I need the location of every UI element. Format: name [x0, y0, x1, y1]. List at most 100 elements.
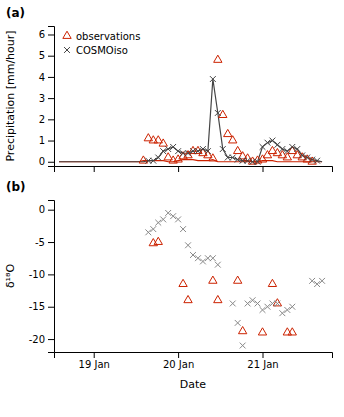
legend: observationsCOSMOiso — [63, 31, 141, 56]
x-tick-mark — [178, 166, 179, 172]
data-point — [258, 155, 266, 162]
data-point — [274, 301, 280, 307]
data-point — [210, 255, 216, 261]
data-point — [195, 148, 201, 154]
y-axis: 0 -5 -10 -15 -20 — [29, 201, 55, 353]
data-point — [200, 146, 206, 152]
y-axis-line — [48, 27, 55, 167]
data-point — [245, 158, 251, 164]
chart-svg: 0123456observationsCOSMOiso(a)Precipitat… — [0, 0, 344, 417]
data-point — [154, 237, 162, 244]
data-point — [265, 304, 271, 310]
data-point — [258, 328, 266, 335]
y-tick: 1 — [39, 135, 54, 146]
y-tick: -10 — [29, 269, 54, 280]
y-tick-label: 0 — [39, 156, 45, 167]
y-tick: -5 — [35, 237, 54, 248]
x-axis-line — [55, 167, 333, 173]
data-point — [235, 320, 241, 326]
y-tick-mark — [48, 274, 54, 275]
y-tick-mark — [48, 210, 54, 211]
y-tick-mark — [48, 77, 54, 78]
y-tick-mark — [48, 242, 54, 243]
y-tick: -20 — [29, 334, 54, 345]
y-tick: 2 — [39, 114, 54, 125]
data-point — [270, 138, 276, 144]
panel: 0123456observationsCOSMOiso — [39, 27, 333, 173]
data-point — [165, 146, 171, 152]
y-tick-mark — [48, 339, 54, 340]
x-tick: 21 Jan — [247, 352, 278, 370]
data-point — [255, 159, 261, 165]
data-point — [299, 152, 305, 158]
data-point — [145, 229, 151, 235]
data-point — [309, 278, 315, 284]
panel: 19 Jan 20 Jan 21 Jan 0 -5 -10 -15 -20 — [29, 201, 333, 371]
data-point — [250, 297, 256, 303]
data-point — [289, 304, 295, 310]
data-point — [235, 157, 241, 163]
data-point — [170, 213, 176, 219]
legend-item: COSMOiso — [64, 45, 128, 56]
y-axis-title: δ¹⁸O — [4, 264, 17, 289]
data-point — [205, 148, 211, 154]
y-tick-mark — [48, 119, 54, 120]
data-point — [238, 326, 246, 333]
data-point — [214, 295, 222, 302]
data-point — [279, 310, 285, 316]
data-point — [175, 148, 181, 154]
data-point — [150, 226, 156, 232]
y-tick-mark — [48, 307, 54, 308]
legend-label: COSMOiso — [76, 45, 128, 56]
x-tick-label: 19 Jan — [79, 359, 110, 370]
y-tick-label: 6 — [39, 29, 45, 40]
data-point — [185, 150, 191, 156]
y-tick-label: 3 — [39, 93, 45, 104]
data-point — [220, 146, 226, 152]
y-tick-label: -15 — [29, 301, 45, 312]
x-tick-mark — [94, 352, 95, 358]
panel-title: (a) — [6, 6, 25, 20]
data-point — [273, 299, 281, 306]
data-point — [274, 142, 280, 148]
data-point — [240, 158, 246, 164]
data-point — [160, 148, 166, 154]
data-point — [195, 255, 201, 261]
data-point — [314, 158, 320, 164]
data-point — [288, 328, 296, 335]
data-point — [230, 155, 236, 161]
legend-symbol — [63, 31, 71, 38]
x-tick-mark — [94, 166, 95, 172]
data-point — [185, 242, 191, 248]
data-point — [209, 276, 217, 283]
data-point — [250, 159, 256, 165]
data-point — [155, 155, 161, 161]
data-point — [229, 136, 237, 143]
y-tick-label: 1 — [39, 135, 45, 146]
y-tick-label: 5 — [39, 50, 45, 61]
y-tick: -15 — [29, 301, 54, 312]
data-point — [245, 301, 251, 307]
data-point — [184, 295, 192, 302]
panel-title: (b) — [6, 180, 26, 194]
x-tick: 20 Jan — [163, 352, 194, 370]
y-tick-label: -10 — [29, 269, 45, 280]
x-axis-line — [55, 353, 333, 359]
x-tick-label: 20 Jan — [163, 359, 194, 370]
x-tick: 19 Jan — [79, 352, 110, 370]
data-point — [159, 139, 167, 146]
data-point — [260, 307, 266, 313]
data-point — [314, 281, 320, 287]
data-point — [165, 210, 171, 216]
data-point — [139, 156, 147, 163]
y-tick-mark — [48, 162, 54, 163]
y-tick-label: 0 — [39, 204, 45, 215]
data-point — [268, 279, 276, 286]
y-tick: 3 — [39, 93, 54, 104]
y-tick-label: -20 — [29, 334, 45, 345]
data-point — [200, 259, 206, 265]
y-tick-mark — [48, 98, 54, 99]
data-point — [160, 216, 166, 222]
y-axis-title: Precipitation [mm/hour] — [4, 30, 17, 161]
series-line — [59, 79, 322, 162]
